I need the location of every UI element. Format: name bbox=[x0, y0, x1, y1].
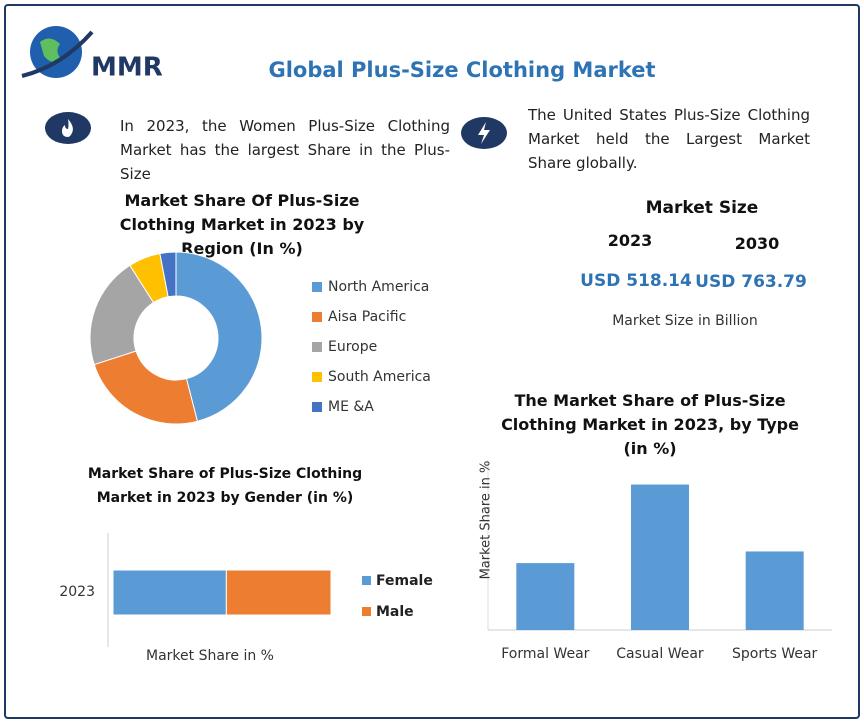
donut-chart bbox=[89, 251, 263, 425]
logo-swoosh bbox=[21, 30, 94, 78]
legend-item: South America bbox=[312, 362, 431, 392]
bolt-shape bbox=[478, 122, 490, 144]
bar bbox=[745, 551, 804, 630]
legend-label: North America bbox=[328, 279, 430, 295]
legend-swatch bbox=[362, 576, 371, 585]
bar bbox=[516, 563, 575, 630]
legend-label: Europe bbox=[328, 339, 378, 355]
legend-swatch bbox=[312, 282, 322, 292]
legend-label: Aisa Pacific bbox=[328, 309, 407, 325]
bolt-icon bbox=[461, 117, 507, 149]
y-axis-label: Market Share in % bbox=[479, 461, 494, 580]
market-size-title: Market Size bbox=[645, 198, 759, 218]
donut-slice bbox=[175, 251, 263, 422]
x-tick-label: Casual Wear bbox=[616, 646, 704, 662]
flame-icon bbox=[45, 112, 91, 144]
year: 2023 bbox=[607, 231, 653, 250]
bolt-glyph bbox=[478, 122, 490, 144]
type-chart: Market Share in % Formal Wear Casual Wear S… bbox=[479, 460, 832, 662]
legend-item: Europe bbox=[312, 332, 431, 362]
x-tick-label: Formal Wear bbox=[501, 646, 589, 662]
legend: North America Aisa Pacific Europe South Ame… bbox=[312, 272, 431, 422]
legend-swatch bbox=[312, 312, 322, 322]
legend-label: South America bbox=[328, 369, 431, 385]
legend-item: North America bbox=[312, 272, 431, 302]
flame-glyph bbox=[62, 119, 73, 137]
bar-segment bbox=[112, 569, 227, 616]
bar-segment bbox=[225, 569, 332, 616]
x-tick-label: Sports Wear bbox=[732, 646, 818, 662]
x-axis-label: Market Share in % bbox=[146, 648, 274, 664]
legend-swatch bbox=[312, 372, 322, 382]
bar bbox=[631, 484, 689, 630]
y-tick-label: 2023 bbox=[59, 584, 95, 600]
legend-swatch bbox=[312, 402, 322, 412]
chart-title: Market Share Of Plus-Size Clothing Marke… bbox=[119, 191, 365, 258]
note-1: In 2023, the Women Plus-Size Clothing Ma… bbox=[120, 117, 450, 183]
legend-item: Aisa Pacific bbox=[312, 302, 431, 332]
chart-title: The Market Share of Plus-Size Clothing M… bbox=[501, 391, 799, 458]
legend-swatch bbox=[362, 607, 371, 616]
year: 2030 bbox=[734, 234, 780, 253]
legend-swatch bbox=[312, 342, 322, 352]
legend-item: ME &A bbox=[312, 392, 431, 422]
page-title: Global Plus-Size Clothing Market bbox=[268, 58, 656, 82]
frame bbox=[4, 4, 860, 719]
legend-label: Male bbox=[376, 604, 414, 620]
note-2: The United States Plus-Size Clothing Mar… bbox=[528, 106, 810, 172]
logo: MMR bbox=[21, 26, 163, 83]
flame-shape bbox=[62, 119, 73, 137]
donut-slice bbox=[93, 350, 198, 425]
donut-slice bbox=[159, 251, 177, 298]
market-value: USD 518.14 bbox=[580, 271, 692, 291]
legend-label: ME &A bbox=[328, 399, 374, 415]
gender-chart: 2023 Female Male Market Share in % bbox=[59, 533, 433, 664]
logo-text: MMR bbox=[91, 53, 163, 83]
legend-label: Female bbox=[376, 573, 433, 589]
market-value: USD 763.79 bbox=[695, 272, 807, 292]
chart-title: Market Share of Plus-Size Clothing Marke… bbox=[87, 466, 363, 506]
market-unit: Market Size in Billion bbox=[612, 313, 758, 329]
logo-land bbox=[40, 38, 62, 63]
